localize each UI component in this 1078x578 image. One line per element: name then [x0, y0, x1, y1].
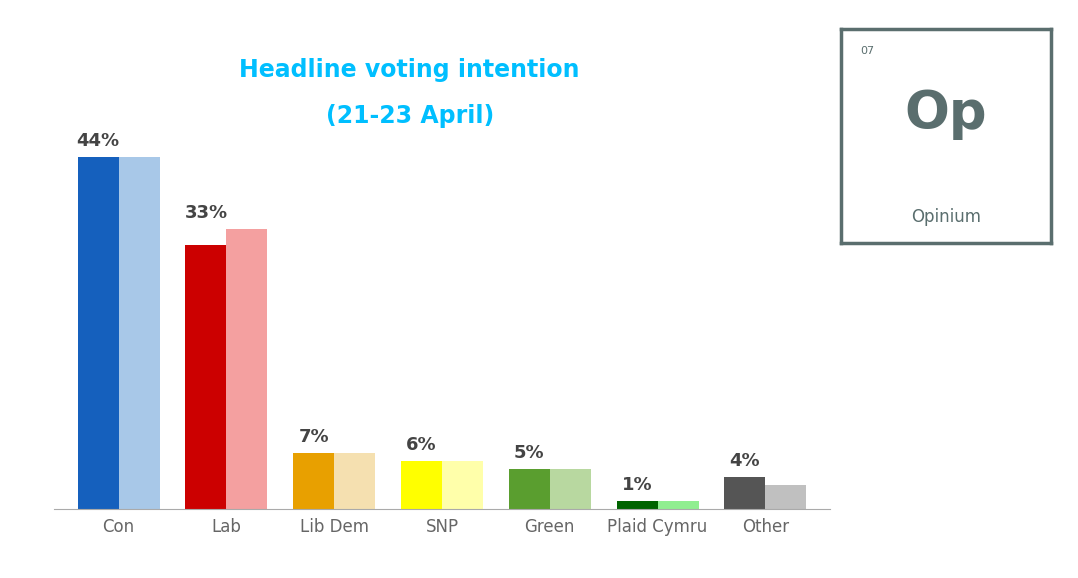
Bar [401, 461, 442, 509]
Legend: Latest polling, 8-9 April: Latest polling, 8-9 April [306, 573, 578, 578]
Bar [724, 477, 765, 509]
Bar [442, 461, 483, 509]
Text: Headline voting intention: Headline voting intention [239, 58, 580, 82]
Text: Op: Op [904, 88, 987, 140]
Bar [119, 157, 160, 509]
Text: 1%: 1% [622, 476, 652, 494]
Text: 4%: 4% [730, 452, 760, 470]
Bar [293, 453, 334, 509]
Bar [226, 228, 267, 509]
Bar [765, 484, 806, 509]
Bar [185, 244, 226, 509]
Bar [78, 157, 119, 509]
Text: 5%: 5% [514, 444, 544, 462]
Text: 6%: 6% [406, 436, 437, 454]
Text: 44%: 44% [77, 132, 120, 150]
Bar [509, 469, 550, 509]
Text: 7%: 7% [299, 428, 329, 446]
Bar [334, 453, 375, 509]
Text: (21-23 April): (21-23 April) [326, 104, 494, 128]
Text: 33%: 33% [184, 204, 227, 222]
Bar [617, 501, 658, 509]
Text: Opinium: Opinium [911, 208, 981, 226]
Text: 07: 07 [860, 46, 874, 56]
Bar [550, 469, 591, 509]
Bar [658, 501, 699, 509]
